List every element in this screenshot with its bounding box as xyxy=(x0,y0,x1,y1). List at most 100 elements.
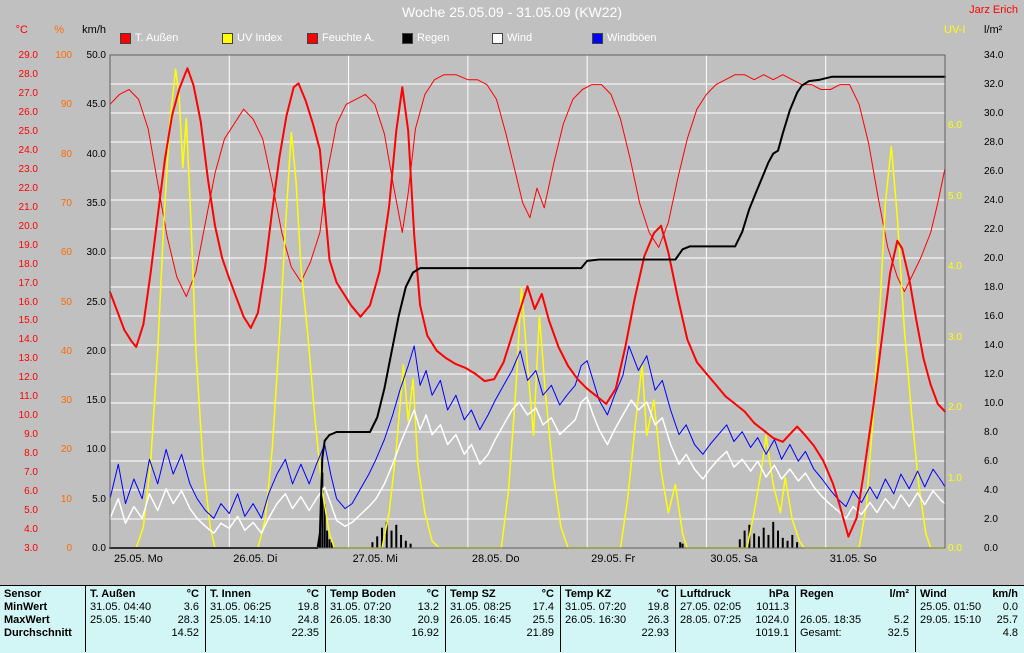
col-sep xyxy=(205,586,206,652)
y-tick-humidity: 90 xyxy=(60,99,72,111)
table-corner-label: Sensor xyxy=(4,588,42,600)
y-tick-wind: 50.0 xyxy=(86,50,106,61)
x-label-day: 28.05. Do xyxy=(471,553,520,565)
rain-bar xyxy=(400,534,403,548)
table-row-label: MinWert xyxy=(4,601,48,613)
col-sep xyxy=(85,586,86,652)
y-tick-temp: 9.0 xyxy=(24,429,38,441)
y-tick-humidity: 40 xyxy=(60,345,72,357)
rain-bar xyxy=(777,530,779,548)
y-tick-uv: 3.0 xyxy=(948,331,962,343)
y-tick-wind: 25.0 xyxy=(86,296,106,308)
min-value: 19.8 xyxy=(647,601,669,613)
col-sep xyxy=(915,586,916,652)
y-tick-rain: 4.0 xyxy=(984,485,998,496)
avg-value: 22.35 xyxy=(291,627,319,639)
y-tick-wind: 45.0 xyxy=(86,99,106,111)
avg-value: 32.5 xyxy=(887,627,909,639)
y-tick-temp: 26.0 xyxy=(18,106,38,118)
rain-bar xyxy=(323,504,326,548)
legend-label: Regen xyxy=(417,32,450,44)
t-au-en-legend-swatch xyxy=(120,33,131,44)
min-time: 31.05. 06:25 xyxy=(210,601,272,613)
y-tick-humidity: 100 xyxy=(55,50,72,61)
rain-bar xyxy=(753,533,756,548)
rain-bar xyxy=(326,530,329,548)
min-time: 31.05. 04:40 xyxy=(90,601,152,613)
y-tick-rain: 20.0 xyxy=(984,253,1004,264)
y-tick-rain: 32.0 xyxy=(984,79,1004,90)
y-tick-temp: 20.0 xyxy=(18,220,38,232)
max-time: 25.05. 14:10 xyxy=(210,614,272,626)
axis-unit-temp_c: °C xyxy=(15,24,28,36)
wind-line xyxy=(109,396,946,534)
rain-bar xyxy=(772,521,775,548)
rain-bar xyxy=(385,521,388,548)
avg-value: 14.52 xyxy=(171,627,199,639)
y-tick-temp: 21.0 xyxy=(18,201,38,213)
rain-bar xyxy=(762,527,765,548)
table-col-name: Temp KZ xyxy=(565,588,612,600)
max-time: 26.05. 18:30 xyxy=(330,614,392,626)
y-tick-temp: 18.0 xyxy=(18,258,38,270)
table-col-unit: °C xyxy=(656,588,669,600)
max-time: 25.05. 15:40 xyxy=(90,614,152,626)
y-tick-temp: 4.0 xyxy=(24,524,38,536)
uv-index-legend-swatch xyxy=(222,33,233,44)
rain-bar xyxy=(757,536,760,548)
y-tick-humidity: 30 xyxy=(60,395,72,407)
col-sep xyxy=(325,586,326,652)
x-label-day: 30.05. Sa xyxy=(710,553,758,565)
min-time: 31.05. 07:20 xyxy=(565,601,627,613)
rain-bar xyxy=(318,533,321,548)
max-time: 28.05. 07:25 xyxy=(680,614,742,626)
rain-bar xyxy=(409,543,412,548)
rain-bar xyxy=(738,539,741,548)
wind-legend-swatch xyxy=(492,33,503,44)
y-tick-rain: 34.0 xyxy=(984,50,1004,61)
y-tick-humidity: 70 xyxy=(60,197,72,209)
plot-border xyxy=(109,54,946,549)
y-tick-rain: 18.0 xyxy=(984,282,1004,293)
table-col-unit: hPa xyxy=(768,588,789,600)
y-tick-temp: 15.0 xyxy=(18,315,38,327)
rain-bar xyxy=(390,530,393,548)
weather-chart xyxy=(109,54,946,549)
legend-label: Wind xyxy=(507,32,533,44)
y-tick-rain: 26.0 xyxy=(984,166,1004,177)
rain-bar xyxy=(796,542,799,548)
rain-bar xyxy=(786,540,789,548)
legend-label: UV Index xyxy=(237,32,283,44)
author-label: Jarz Erich xyxy=(969,4,1018,16)
table-col-unit: km/h xyxy=(992,588,1018,600)
y-tick-wind: 35.0 xyxy=(86,197,106,209)
y-tick-temp: 29.0 xyxy=(18,50,38,61)
y-tick-temp: 12.0 xyxy=(18,372,38,384)
min-value: 1011.3 xyxy=(756,601,789,613)
windb-en-line xyxy=(109,345,946,519)
y-tick-temp: 14.0 xyxy=(18,334,38,346)
y-tick-humidity: 80 xyxy=(60,148,72,160)
min-value: 13.2 xyxy=(417,601,439,613)
legend-label: Feuchte A. xyxy=(322,32,375,44)
table-col-unit: °C xyxy=(186,588,199,600)
table-col-unit: °C xyxy=(541,588,554,600)
y-tick-humidity: 10 xyxy=(60,493,72,505)
y-tick-uv: 2.0 xyxy=(948,402,962,414)
min-value: 0.0 xyxy=(1002,601,1018,613)
y-tick-humidity: 0 xyxy=(66,543,72,554)
stats-table: Sensor MinWert MaxWert Durchschnitt T. Außen… xyxy=(0,585,1024,653)
table-col-name: T. Außen xyxy=(90,588,136,600)
rain-bar xyxy=(395,524,398,548)
y-tick-temp: 22.0 xyxy=(18,182,38,194)
t-au-en-line xyxy=(109,67,946,538)
table-col-unit: °C xyxy=(306,588,319,600)
rain-bar xyxy=(781,537,784,548)
y-tick-temp: 10.0 xyxy=(18,410,38,422)
y-tick-humidity: 50 xyxy=(60,296,72,308)
feuchte-a--legend-swatch xyxy=(307,33,318,44)
avg-label: Gesamt: xyxy=(800,627,842,639)
max-time: 26.05. 16:45 xyxy=(450,614,512,626)
max-value: 25.7 xyxy=(996,614,1018,626)
table-col-name: Regen xyxy=(800,588,834,600)
